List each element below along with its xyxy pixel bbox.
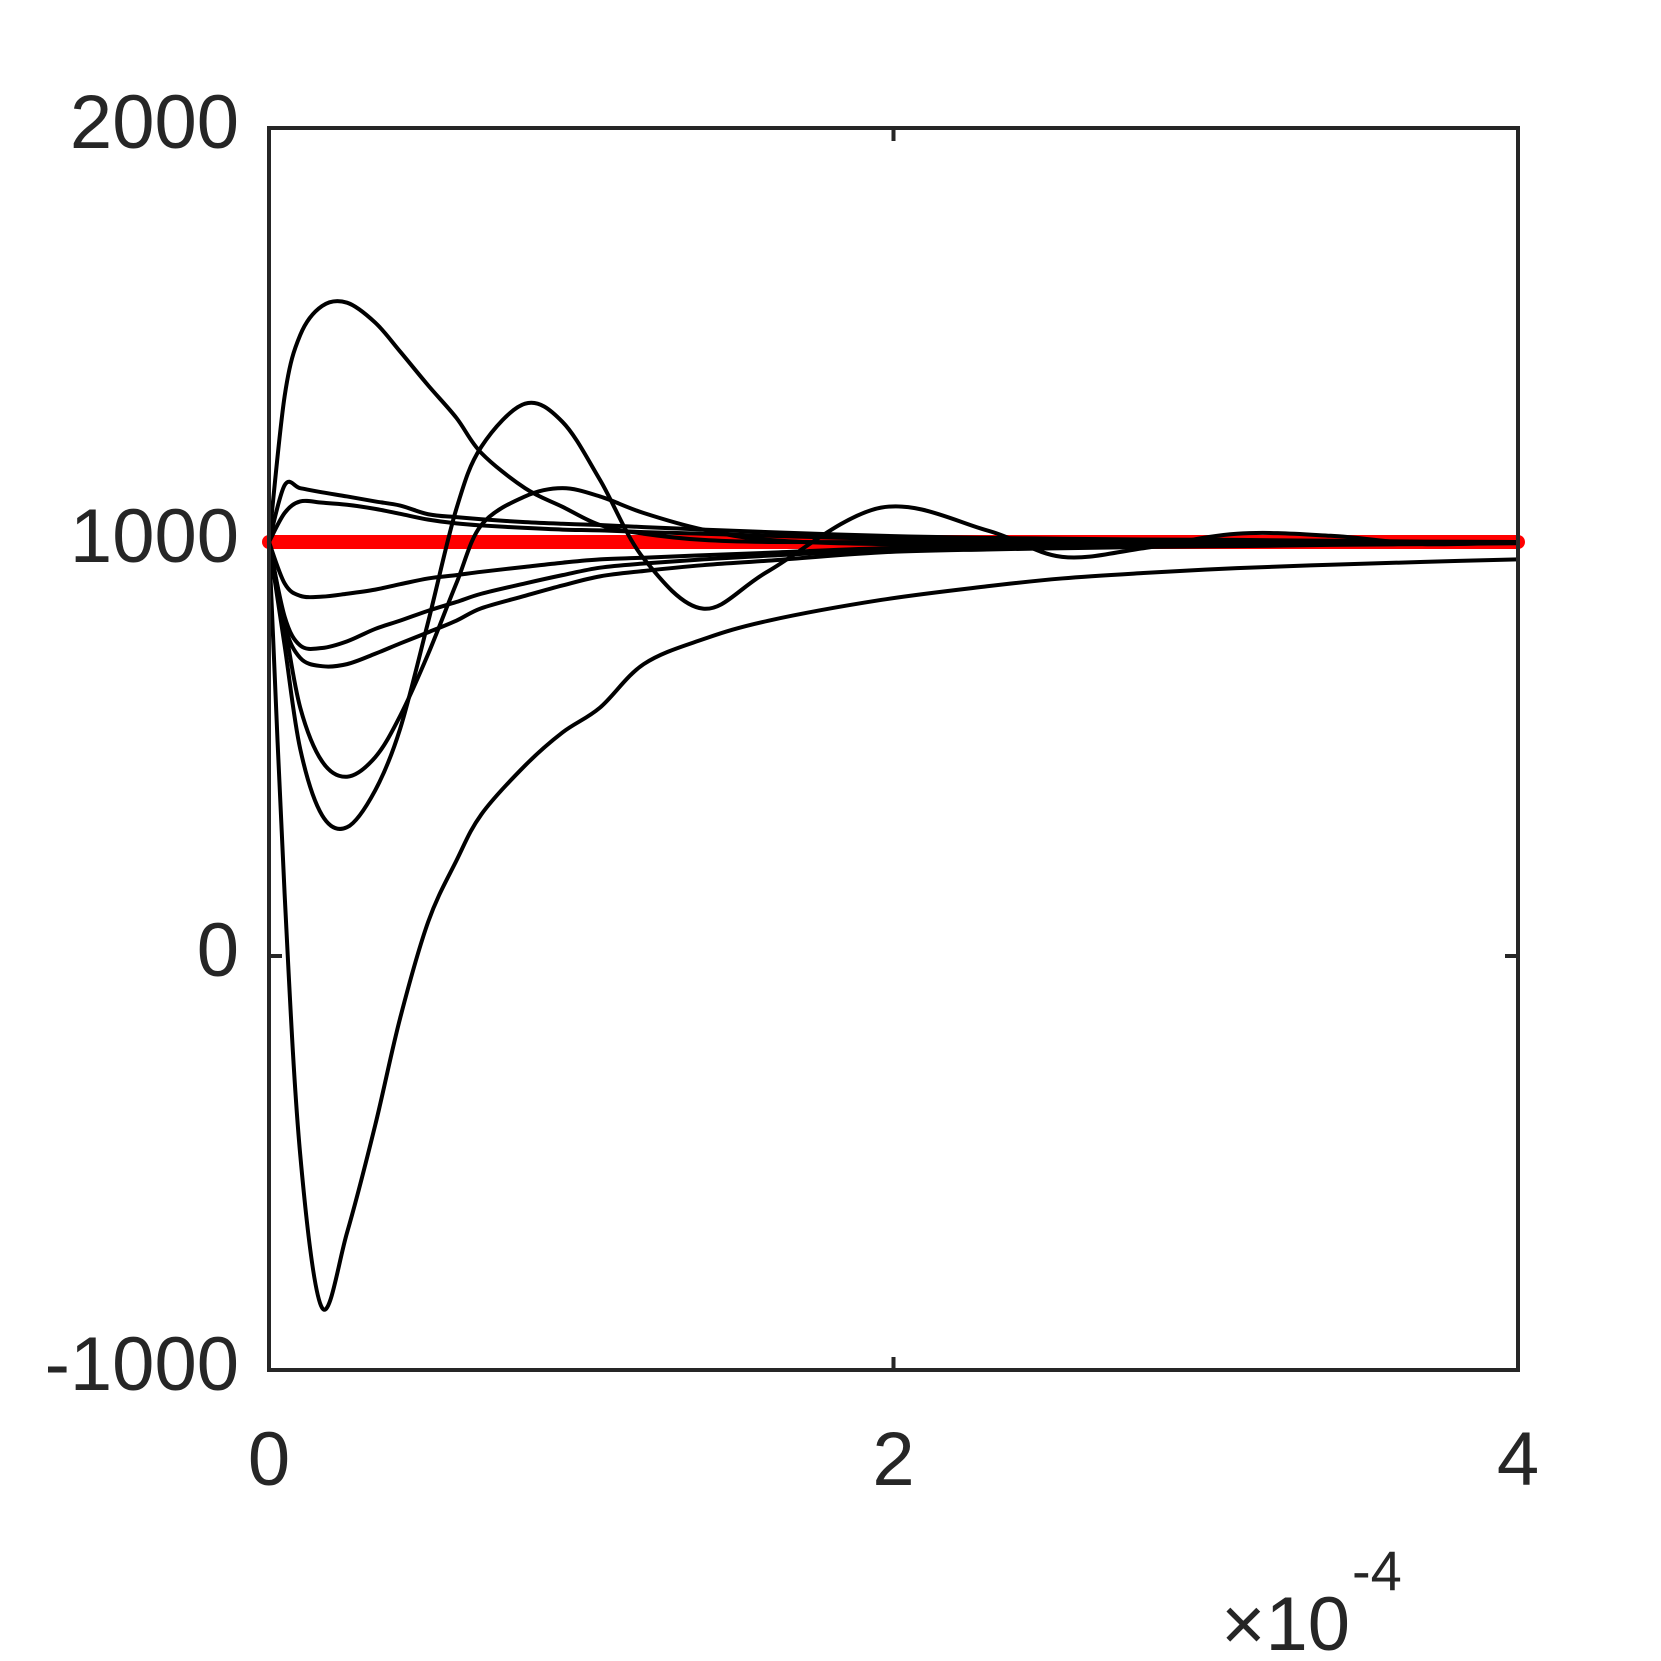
- series-line: [267, 498, 1520, 545]
- x-tick-label: 0: [248, 1417, 290, 1502]
- x-tick-label: 4: [1497, 1417, 1539, 1502]
- series-line: [267, 540, 1520, 669]
- series-line: [267, 486, 1520, 779]
- x-tick-label: 2: [872, 1417, 914, 1502]
- y-tick-label: -1000: [45, 1322, 239, 1407]
- series-line: [267, 540, 1520, 651]
- y-tick-label: 1000: [70, 494, 239, 579]
- x-multiplier-base: ×10: [1221, 1582, 1350, 1661]
- series-line: [267, 400, 1520, 831]
- series-line: [267, 540, 1520, 1312]
- x-multiplier-exponent: -4: [1352, 1539, 1402, 1602]
- y-tick-label: 0: [197, 908, 239, 993]
- y-tick-label: 2000: [70, 80, 239, 165]
- axes-box: [267, 126, 1520, 1372]
